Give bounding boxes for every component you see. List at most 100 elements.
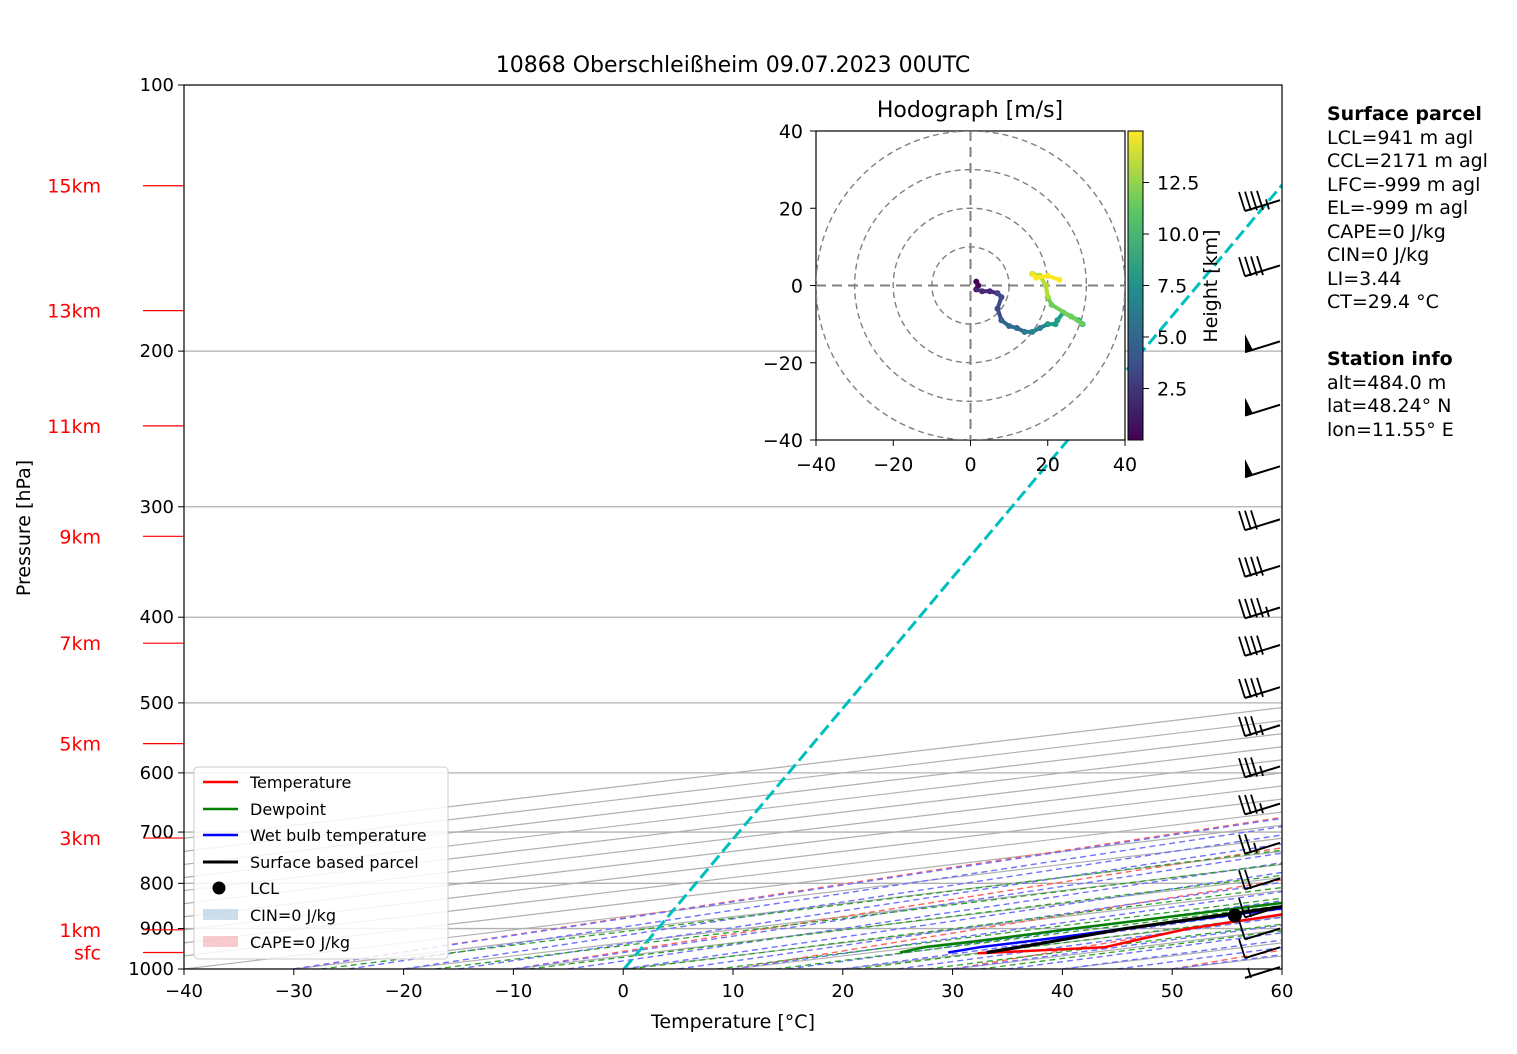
barb-full <box>1238 557 1246 578</box>
wind-barb <box>1238 920 1281 941</box>
moist-adiabat-line <box>623 871 1282 969</box>
hodograph-point <box>1056 276 1063 283</box>
barb-full <box>1244 794 1252 815</box>
height-label: 1km <box>59 920 101 942</box>
legend: Temperature Dewpoint Wet bulb temperatur… <box>193 766 449 960</box>
y-tick-label: 400 <box>140 607 174 628</box>
legend-label-lcl: LCL <box>250 879 279 898</box>
wind-barb <box>1244 334 1281 354</box>
barb-full <box>1238 795 1246 815</box>
lat-value: lat=48.24° N <box>1327 395 1452 417</box>
barb-full <box>1256 255 1264 276</box>
colorbar-tick-label: 7.5 <box>1157 276 1187 298</box>
barb-full <box>1238 834 1246 854</box>
alt-value: alt=484.0 m <box>1327 371 1447 394</box>
barb-full <box>1238 898 1246 918</box>
lfc-value: LFC=-999 m agl <box>1327 173 1481 196</box>
barb-full <box>1238 938 1246 959</box>
wind-barb <box>1238 898 1281 919</box>
barb-full <box>1244 716 1252 736</box>
hodo-y-tick-label: −20 <box>763 353 803 375</box>
legend-label-parcel: Surface based parcel <box>250 853 419 872</box>
barb-full <box>1250 598 1258 618</box>
barb-full <box>1256 635 1264 655</box>
barb-full <box>1256 190 1264 211</box>
legend-label-dewpoint: Dewpoint <box>250 800 326 819</box>
wind-barb <box>1238 255 1281 278</box>
wind-barb <box>1238 556 1281 578</box>
legend-label-cape: CAPE=0 J/kg <box>250 933 350 952</box>
cape-value: CAPE=0 J/kg <box>1327 220 1446 243</box>
moist-adiabat-line <box>348 825 1282 969</box>
legend-swatch-cin <box>203 909 238 920</box>
barb-pennant <box>1245 397 1253 416</box>
legend-label-temperature: Temperature <box>249 773 351 792</box>
barb-full <box>1244 636 1252 656</box>
barb-half <box>1265 606 1270 617</box>
colorbar-tick-label: 10.0 <box>1157 224 1199 246</box>
profile-lines <box>899 901 1282 955</box>
barb-full <box>1250 715 1258 736</box>
isotherm-line <box>184 746 1282 879</box>
moist-adiabats <box>293 817 1282 969</box>
isotherm-line <box>184 785 1282 918</box>
wind-barb <box>1238 834 1281 855</box>
profile-temperature <box>977 913 1282 955</box>
height-label: 7km <box>59 633 101 655</box>
wind-barb <box>1238 794 1281 816</box>
hodograph-title: Hodograph [m/s] <box>877 98 1063 123</box>
barb-full <box>1250 510 1258 530</box>
hodograph: Hodograph [m/s] −40 −20 0 20 40 40 20 0 −20 −40 2… <box>763 98 1222 476</box>
height-label: 13km <box>47 301 101 323</box>
moist-adiabat-line <box>403 834 1282 969</box>
barb-full <box>1238 256 1246 277</box>
barb-full <box>1238 870 1246 890</box>
y-axis-label: Pressure [hPa] <box>13 460 35 596</box>
barb-full <box>1238 678 1246 699</box>
barb-full <box>1256 677 1264 698</box>
wind-barb <box>1244 966 1281 979</box>
barb-pennant <box>1245 459 1253 478</box>
ccl-value: CCL=2171 m agl <box>1327 150 1488 172</box>
height-label: sfc <box>74 943 101 965</box>
el-value: EL=-999 m agl <box>1327 197 1469 219</box>
station-info-panel: Station info alt=484.0 m lat=48.24° N lo… <box>1327 348 1454 442</box>
height-label: 11km <box>47 416 101 438</box>
wind-barb <box>1238 190 1281 212</box>
mixing-ratio-line <box>979 930 1282 969</box>
barb-full <box>1244 678 1252 698</box>
hodo-y-tick-label: 20 <box>779 198 803 220</box>
y-tick-label: 1000 <box>128 959 174 980</box>
colorbar-label: Height [km] <box>1200 229 1222 342</box>
barb-half <box>1259 765 1264 777</box>
barb-half <box>1247 906 1252 918</box>
profile-surface-based-parcel <box>986 905 1282 955</box>
barb-full <box>1250 635 1258 656</box>
colorbar-tick-label: 2.5 <box>1157 379 1187 401</box>
hodo-x-tick-label: −20 <box>873 454 913 476</box>
barb-full <box>1238 191 1246 212</box>
x-tick-label: 50 <box>1161 981 1184 1002</box>
barb-full <box>1238 636 1246 657</box>
isotherm-line <box>184 798 1282 931</box>
barb-full <box>1250 794 1258 814</box>
barb-full <box>1250 190 1258 211</box>
colorbar <box>1127 130 1144 441</box>
x-tick-label: 40 <box>1051 981 1074 1002</box>
wind-barb <box>1238 510 1281 532</box>
mixing-ratio-line <box>927 923 1282 969</box>
y-tick-label: 700 <box>140 822 174 843</box>
barb-full <box>1238 716 1246 737</box>
moist-adiabat-line <box>787 899 1282 969</box>
x-tick-label: 0 <box>617 981 628 1002</box>
y-tick-label: 100 <box>140 75 174 96</box>
isotherm-line <box>184 772 1282 905</box>
lon-value: lon=11.55° E <box>1327 418 1454 441</box>
hodo-y-tick-label: 40 <box>779 121 803 143</box>
barb-full <box>1244 256 1252 277</box>
wind-barb <box>1238 757 1281 779</box>
mixing-ratio-line <box>435 863 1282 969</box>
moist-adiabat-line <box>678 881 1282 969</box>
ct-value: CT=29.4 °C <box>1327 291 1439 313</box>
